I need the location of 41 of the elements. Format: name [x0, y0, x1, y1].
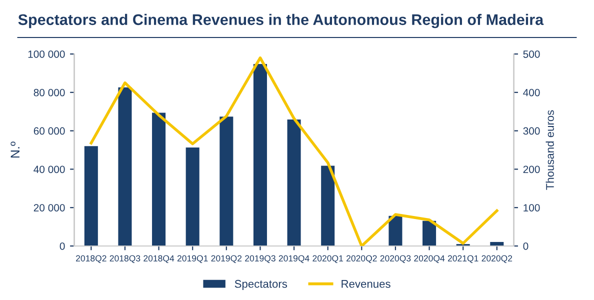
bar — [118, 87, 132, 246]
y-tick-label: 40 000 — [34, 166, 65, 174]
x-tick-label: 2018Q3 — [110, 255, 140, 264]
x-tick-label: 2019Q2 — [211, 255, 242, 264]
x-tick-label: 2018Q2 — [76, 255, 106, 264]
y2-tick-label: 200 — [523, 166, 540, 174]
y-tick-label: 80 000 — [34, 88, 65, 96]
chart-title: Spectators and Cinema Revenues in the Autonomous Region of Madeira — [18, 14, 544, 28]
x-tick-label: 2019Q1 — [177, 255, 208, 264]
x-tick-label: 2018Q4 — [144, 255, 174, 264]
x-tick-label: 2020Q2 — [346, 255, 377, 264]
y2-axis-title: Thousand euros — [546, 110, 554, 190]
y2-tick-label: 400 — [523, 88, 540, 96]
bar — [388, 216, 402, 246]
y2-tick-label: 0 — [523, 242, 528, 250]
x-tick-label: 2020Q4 — [414, 255, 445, 264]
y-tick-label: 60 000 — [34, 127, 65, 135]
y-tick-label: 0 — [60, 242, 65, 250]
x-tick-label: 2019Q4 — [278, 255, 310, 264]
x-tick-label: 2020Q1 — [312, 255, 343, 264]
bar — [321, 166, 335, 246]
y2-tick-label: 100 — [524, 204, 540, 212]
x-tick-label: 2021Q1 — [448, 255, 478, 264]
bar — [287, 119, 301, 246]
legend-label: Spectators — [234, 280, 288, 290]
bar — [186, 148, 200, 246]
bar — [253, 64, 267, 246]
bar — [84, 146, 98, 246]
x-tick-label: 2020Q2 — [482, 255, 512, 264]
y2-tick-label: 300 — [523, 127, 540, 135]
legend-label: Revenues — [342, 280, 390, 288]
bar — [220, 116, 234, 246]
x-tick-label: 2019Q3 — [245, 255, 276, 264]
bar — [422, 220, 436, 246]
y2-tick-label: 500 — [523, 50, 540, 58]
line-series — [90, 56, 498, 246]
y-tick-label: 20 000 — [34, 204, 65, 212]
x-tick-label: 2020Q3 — [380, 255, 411, 264]
y-tick-label: 100 000 — [28, 50, 65, 58]
bar — [152, 112, 166, 246]
y-axis-title: N.º — [10, 142, 20, 158]
